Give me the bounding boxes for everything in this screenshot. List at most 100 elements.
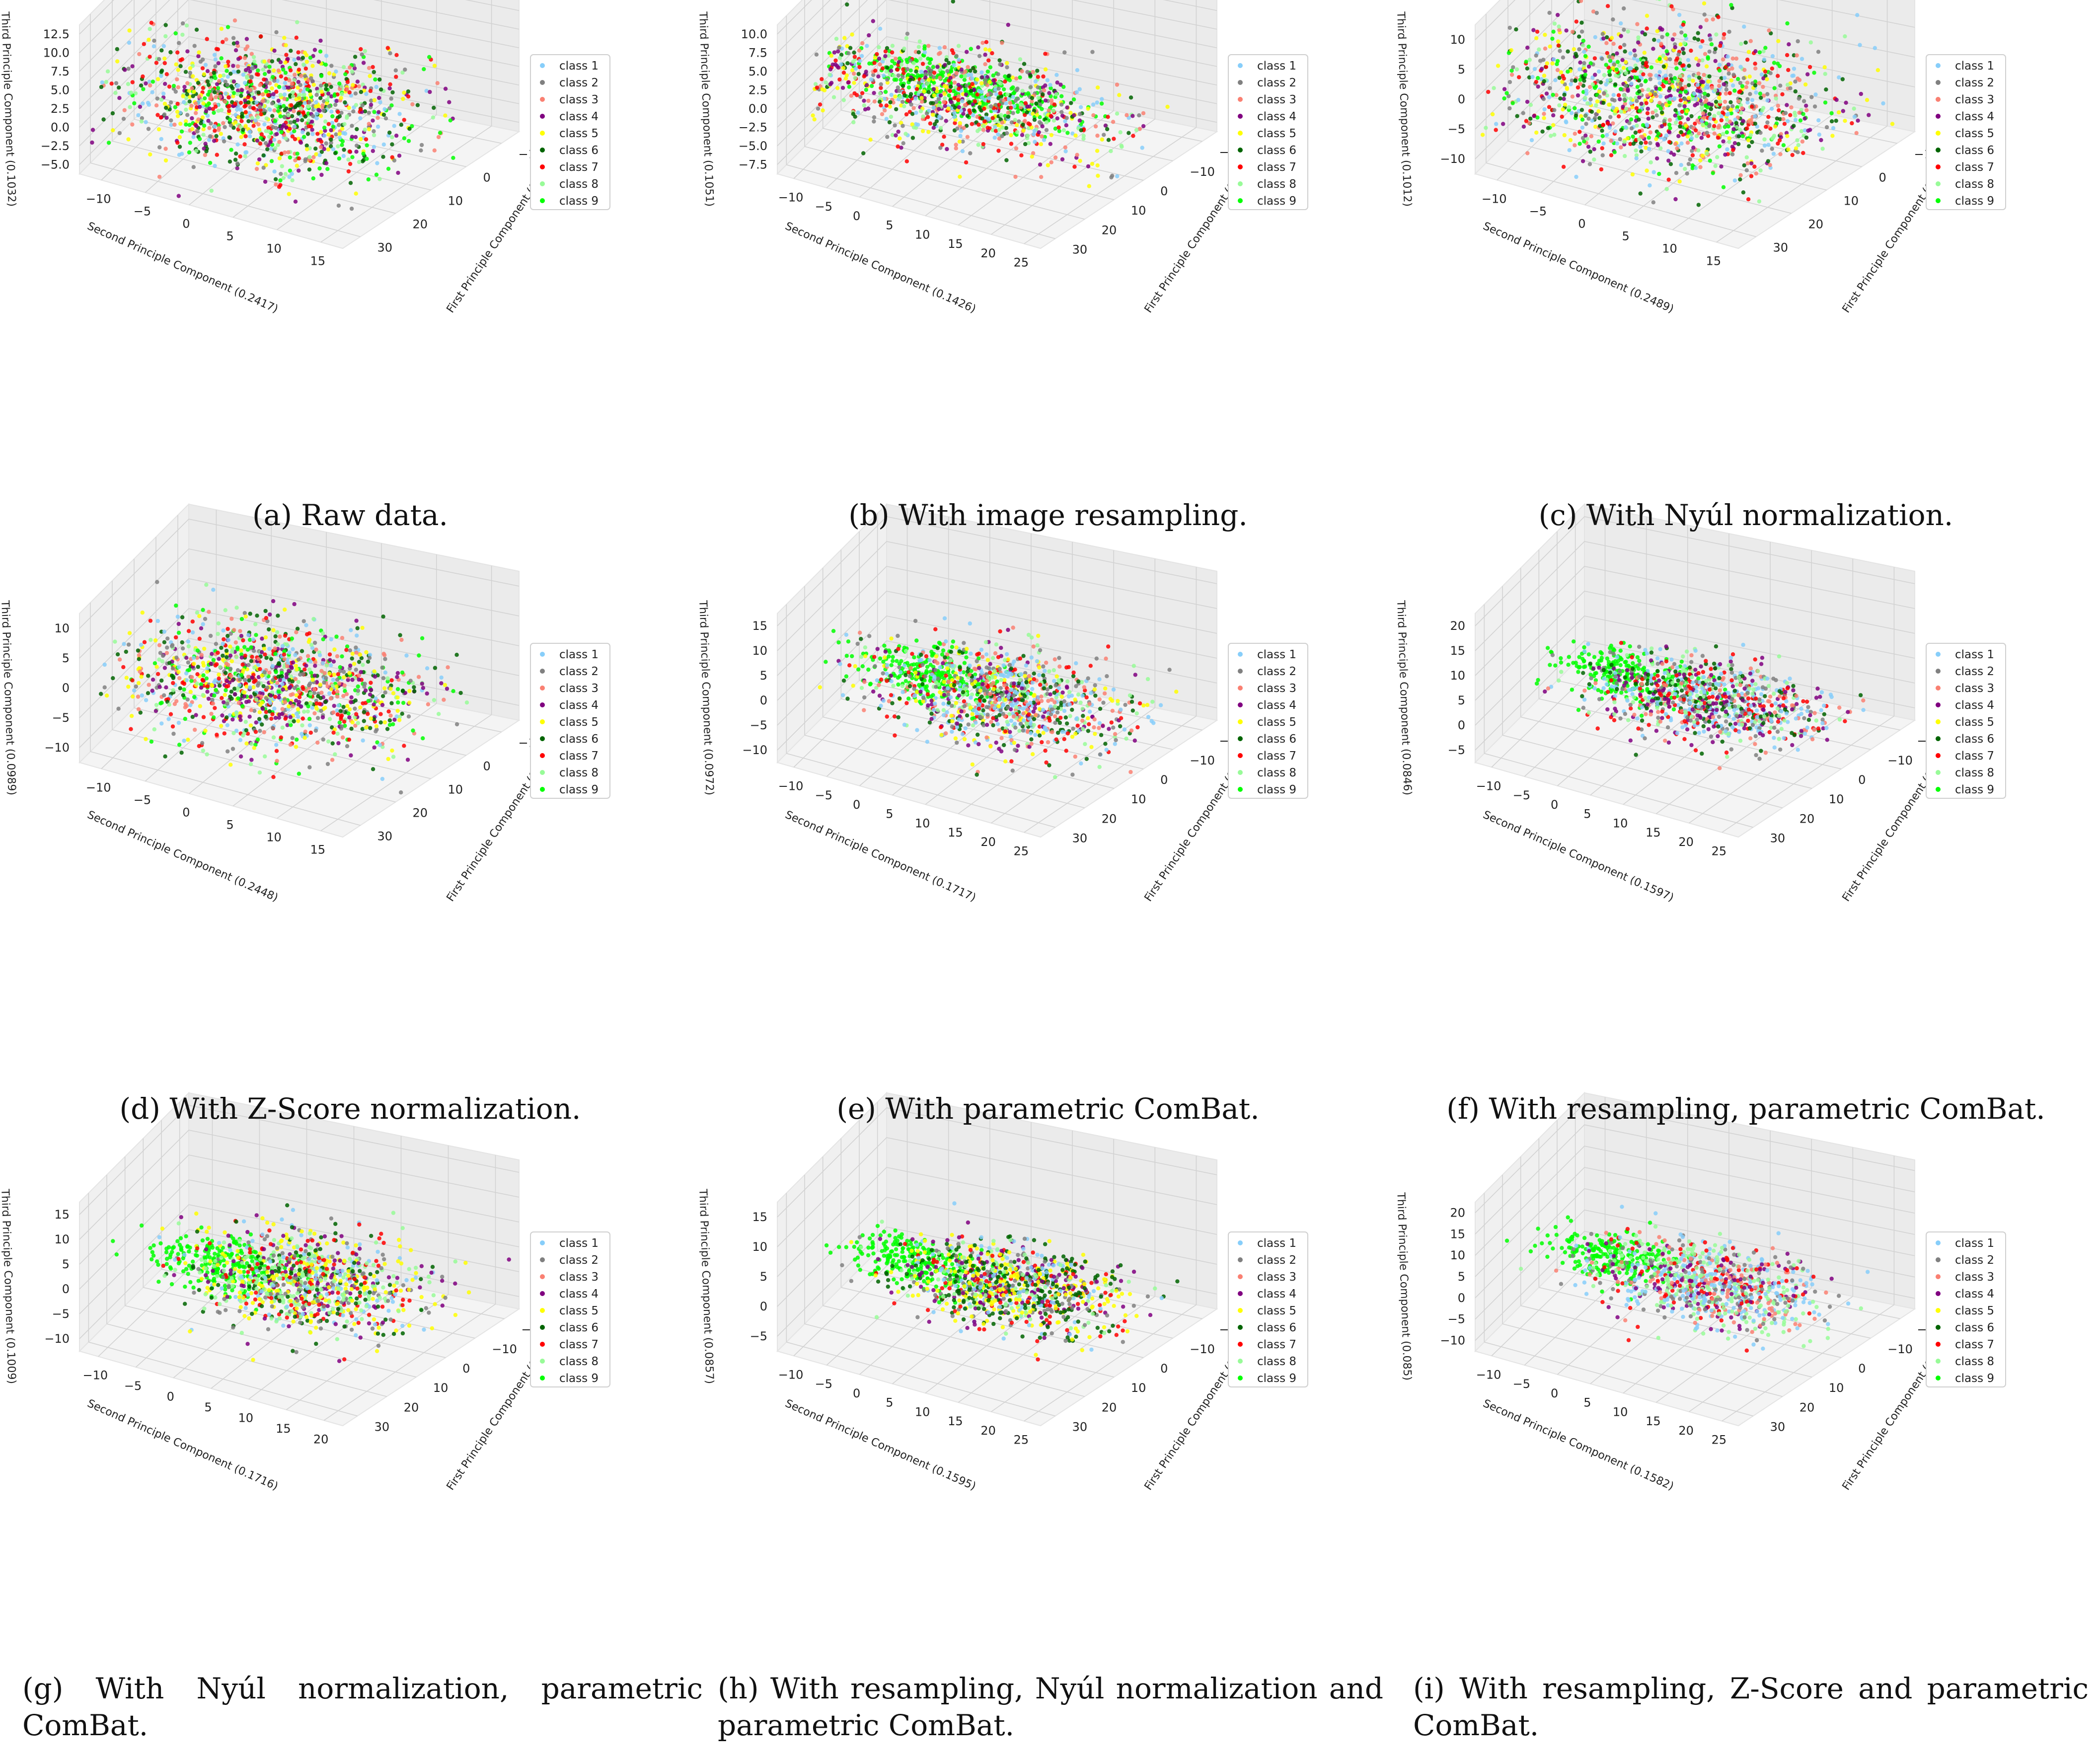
- data-point-class-7: [1719, 118, 1724, 123]
- data-point-class-8: [1823, 72, 1827, 76]
- data-point-class-9: [263, 72, 267, 77]
- data-point-class-5: [332, 672, 336, 677]
- data-point-class-9: [1577, 142, 1582, 146]
- data-point-class-9: [308, 56, 313, 60]
- data-point-class-8: [918, 56, 923, 61]
- data-point-class-3: [1573, 132, 1577, 136]
- data-point-class-8: [1725, 118, 1729, 122]
- data-point-class-6: [1601, 100, 1606, 105]
- data-point-class-4: [1726, 62, 1731, 67]
- data-point-class-6: [185, 92, 189, 96]
- data-point-class-6: [371, 767, 375, 771]
- data-point-class-5: [1030, 154, 1034, 159]
- data-point-class-5: [1611, 66, 1615, 71]
- data-point-class-8: [336, 144, 340, 149]
- data-point-class-3: [911, 106, 916, 110]
- wall-gridline: [79, 0, 520, 90]
- data-point-class-4: [318, 38, 323, 43]
- data-point-class-7: [1618, 45, 1623, 50]
- data-point-class-3: [1722, 106, 1726, 111]
- data-point-class-1: [146, 100, 150, 105]
- data-point-class-8: [813, 82, 818, 86]
- data-point-class-2: [223, 125, 227, 129]
- data-point-class-1: [245, 114, 249, 119]
- data-point-class-8: [1661, 53, 1665, 58]
- data-point-class-3: [331, 710, 336, 715]
- data-point-class-4: [235, 88, 240, 93]
- data-point-class-6: [1006, 114, 1011, 119]
- data-point-class-6: [1573, 78, 1577, 83]
- data-point-class-9: [282, 104, 286, 108]
- data-point-class-7: [306, 124, 311, 129]
- data-point-class-4: [350, 135, 355, 139]
- data-point-class-3: [163, 147, 168, 151]
- data-point-class-1: [243, 150, 248, 155]
- data-point-class-8: [1653, 109, 1658, 113]
- data-point-class-1: [1654, 73, 1658, 78]
- data-point-class-2: [367, 656, 372, 660]
- data-point-class-7: [1041, 74, 1046, 79]
- legend-marker: [1238, 181, 1243, 186]
- data-point-class-2: [360, 52, 364, 57]
- legend-label: class 5: [559, 127, 599, 140]
- data-point-class-4: [1618, 97, 1622, 102]
- data-point-class-8: [1580, 43, 1585, 48]
- data-point-class-3: [1611, 42, 1616, 46]
- data-point-class-1: [937, 114, 942, 119]
- data-point-class-8: [286, 113, 291, 118]
- data-point-class-6: [256, 90, 261, 95]
- data-point-class-8: [1025, 133, 1030, 138]
- data-point-class-4: [392, 717, 397, 722]
- data-point-class-5: [314, 152, 318, 156]
- data-point-class-2: [1678, 81, 1683, 86]
- data-point-class-2: [1511, 65, 1515, 70]
- data-point-class-2: [1013, 98, 1018, 103]
- data-point-class-2: [1730, 152, 1735, 156]
- data-point-class-3: [849, 93, 854, 98]
- data-point-class-4: [1676, 134, 1681, 139]
- data-point-class-3: [1008, 101, 1013, 105]
- data-point-class-5: [1694, 57, 1699, 61]
- data-point-class-6: [1668, 162, 1673, 166]
- data-point-class-1: [1629, 101, 1633, 105]
- data-point-class-3: [157, 643, 162, 647]
- data-point-class-2: [993, 103, 998, 107]
- data-point-class-8: [1020, 88, 1025, 93]
- data-point-class-9: [365, 156, 369, 161]
- data-point-class-8: [296, 680, 300, 685]
- data-point-class-5: [115, 59, 120, 64]
- data-point-class-5: [1542, 74, 1547, 78]
- data-point-class-2: [1765, 92, 1770, 96]
- data-point-class-7: [1790, 153, 1795, 157]
- data-point-class-4: [1646, 106, 1650, 111]
- data-point-class-3: [224, 37, 228, 42]
- data-point-class-2: [1730, 104, 1735, 108]
- data-point-class-1: [1837, 75, 1841, 79]
- data-point-class-9: [1582, 139, 1586, 144]
- points-layer: [99, 580, 469, 795]
- data-point-class-6: [877, 99, 882, 104]
- data-point-class-7: [293, 137, 298, 142]
- data-point-class-5: [850, 32, 854, 37]
- data-point-class-2: [1506, 94, 1511, 98]
- data-point-class-9: [1657, 57, 1662, 62]
- data-point-class-3: [1722, 36, 1726, 40]
- data-point-class-6: [261, 684, 266, 689]
- data-point-class-9: [927, 61, 932, 66]
- data-point-class-8: [1623, 153, 1627, 158]
- data-point-class-2: [923, 72, 928, 77]
- data-point-class-3: [197, 94, 202, 99]
- data-point-class-8: [1748, 133, 1753, 138]
- data-point-class-2: [1726, 71, 1731, 76]
- data-point-class-3: [338, 86, 342, 91]
- data-point-class-5: [1049, 133, 1054, 138]
- data-point-class-6: [1546, 126, 1550, 130]
- data-point-class-5: [137, 681, 141, 686]
- z-tick-label: −5.0: [41, 157, 70, 171]
- data-point-class-5: [1664, 103, 1669, 107]
- data-point-class-6: [1637, 89, 1642, 94]
- data-point-class-6: [267, 627, 271, 632]
- data-point-class-1: [1698, 45, 1703, 49]
- data-point-class-2: [938, 146, 943, 150]
- data-point-class-1: [272, 706, 277, 711]
